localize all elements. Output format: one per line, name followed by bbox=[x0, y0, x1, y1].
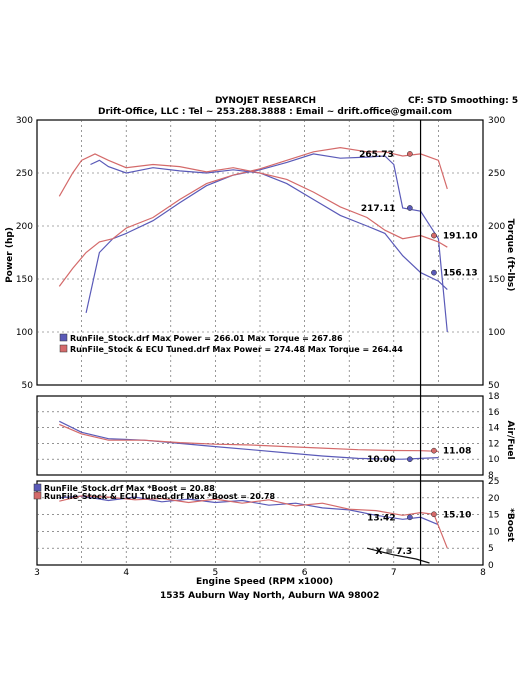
y-tick-left: 300 bbox=[16, 116, 33, 126]
y-tick-right: 10 bbox=[488, 527, 500, 537]
y-tick-left: 250 bbox=[16, 169, 33, 179]
y-tick-left: 200 bbox=[16, 222, 33, 232]
y-tick-right: 300 bbox=[488, 116, 505, 126]
series-line bbox=[59, 423, 439, 452]
cf-smoothing-label: CF: STD Smoothing: 5 bbox=[408, 96, 519, 106]
series-line bbox=[366, 547, 430, 564]
x-tick-label: 6 bbox=[302, 568, 308, 578]
y-tick-right: 200 bbox=[488, 222, 505, 232]
legend-entry: RunFile_Stock.drf Max Power = 266.01 Max… bbox=[70, 334, 343, 343]
legend-swatch bbox=[59, 333, 68, 342]
series-line bbox=[90, 159, 448, 291]
y-tick-right: 18 bbox=[488, 392, 500, 402]
legend-swatch bbox=[33, 491, 42, 500]
x-tick-label: 4 bbox=[123, 568, 129, 578]
annotation-marker bbox=[407, 514, 413, 521]
annotation-label: 13.42 bbox=[367, 513, 395, 523]
annotation-marker bbox=[407, 205, 413, 211]
annotation-label: 156.13 bbox=[443, 269, 478, 279]
y-tick-right: 150 bbox=[488, 275, 505, 285]
legend-swatch bbox=[59, 344, 68, 353]
annotation-label: 11.08 bbox=[443, 447, 471, 457]
annotation-label: 10.00 bbox=[367, 455, 395, 465]
annotation-marker bbox=[407, 456, 413, 463]
annotation-label: 217.11 bbox=[361, 204, 396, 214]
footer-address: 1535 Auburn Way North, Auburn WA 98002 bbox=[160, 591, 380, 601]
annotation-label: 191.10 bbox=[443, 232, 478, 242]
x-tick-label: 3 bbox=[34, 568, 40, 578]
y-tick-left: 50 bbox=[22, 381, 34, 391]
y-tick-right: 12 bbox=[488, 439, 499, 449]
y-tick-right: 20 bbox=[488, 494, 500, 504]
y-axis-left-title: Power (hp) bbox=[5, 227, 15, 283]
x-tick-label: 5 bbox=[213, 568, 219, 578]
y-tick-left: 100 bbox=[16, 328, 33, 338]
y-tick-right: 16 bbox=[488, 408, 500, 418]
legend-entry: RunFile_Stock.drf Max *Boost = 20.88 bbox=[44, 484, 215, 493]
annotation-label: 15.10 bbox=[443, 510, 471, 520]
annotation-marker bbox=[431, 232, 437, 239]
legend-entry: RunFile_Stock & ECU Tuned.drf Max Power … bbox=[70, 345, 403, 354]
header-contact: Drift-Office, LLC : Tel ~ 253.288.3888 :… bbox=[98, 107, 453, 117]
series-line bbox=[58, 146, 448, 287]
series-line bbox=[85, 153, 448, 333]
boost-axis-title: *Boost bbox=[505, 508, 515, 542]
annotation-label: 265.73 bbox=[359, 150, 394, 160]
y-tick-right: 14 bbox=[488, 424, 500, 434]
series-line bbox=[58, 153, 448, 248]
afr-axis-title: Air/Fuel bbox=[505, 420, 515, 459]
cursor-x-label: X = 7.3 bbox=[375, 547, 412, 557]
legend-entry: RunFile_Stock & ECU Tuned.drf Max *Boost… bbox=[44, 492, 276, 501]
header-title: DYNOJET RESEARCH bbox=[215, 96, 317, 106]
series-line bbox=[59, 420, 439, 460]
y-tick-right: 5 bbox=[488, 544, 494, 554]
y-axis-right-title: Torque (ft-lbs) bbox=[505, 219, 515, 292]
annotation-marker bbox=[431, 269, 437, 276]
y-tick-right: 8 bbox=[488, 471, 494, 481]
y-tick-left: 150 bbox=[16, 275, 33, 285]
x-axis-label: Engine Speed (RPM x1000) bbox=[196, 577, 334, 587]
y-tick-right: 10 bbox=[488, 455, 500, 465]
series-line bbox=[59, 495, 448, 549]
y-tick-right: 50 bbox=[488, 381, 500, 391]
annotation-marker bbox=[431, 511, 437, 518]
annotation-marker bbox=[431, 447, 437, 454]
y-tick-right: 100 bbox=[488, 328, 505, 338]
y-tick-right: 15 bbox=[488, 511, 499, 521]
y-tick-right: 250 bbox=[488, 169, 505, 179]
x-tick-label: 7 bbox=[391, 568, 397, 578]
legend-swatch bbox=[33, 483, 42, 492]
annotation-marker bbox=[407, 151, 413, 157]
y-tick-right: 25 bbox=[488, 477, 499, 487]
x-tick-label: 8 bbox=[480, 568, 486, 578]
y-tick-right: 0 bbox=[488, 561, 494, 571]
